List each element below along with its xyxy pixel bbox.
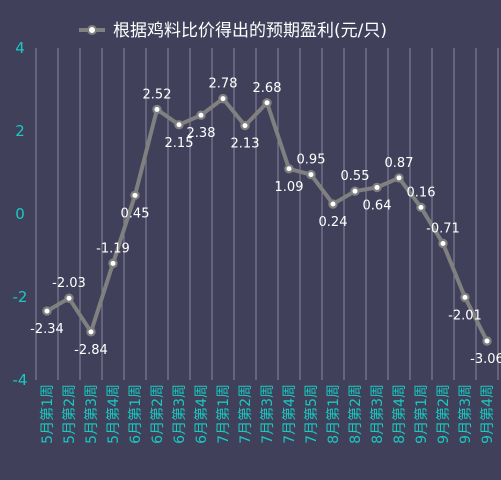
data-point [240, 120, 250, 131]
data-point [438, 238, 448, 249]
data-point [328, 199, 338, 209]
data-label: 0.45 [121, 206, 150, 221]
data-label: -0.71 [426, 221, 460, 236]
x-tick-label: 5月第3周 [83, 384, 100, 444]
data-label: 2.15 [165, 136, 194, 151]
data-point [284, 164, 294, 174]
x-tick-label: 5月第2周 [61, 384, 78, 444]
series-line-layer [45, 96, 489, 342]
data-point [86, 327, 96, 337]
x-tick-label: 6月第1周 [127, 384, 144, 444]
grid [35, 48, 499, 380]
x-tick-label: 9月第3周 [457, 384, 474, 444]
data-point [460, 292, 470, 303]
data-point [350, 186, 360, 196]
legend-marker [87, 25, 97, 35]
data-point [130, 190, 140, 201]
x-tick-label: 5月第1周 [39, 384, 56, 444]
legend: 根据鸡料比价得出的预期盈利(元/只) [79, 21, 387, 41]
data-label: 0.64 [363, 198, 392, 213]
data-labels: -2.34 -2.03 -2.84 -1.19 0.45 2.52 2.152.38 2.78… [30, 77, 501, 367]
data-point [482, 336, 492, 346]
x-axis: 5月第1周 5月第2周 5月第3周 5月第4周 6月第1周 6月第2周 6月第3周 6月第4周… [39, 384, 496, 444]
x-tick-label: 9月第4周 [479, 384, 496, 444]
y-tick-label: -2 [13, 288, 28, 306]
data-label: -1.19 [96, 241, 130, 256]
x-tick-label: 8月第2周 [347, 384, 364, 444]
data-label: 1.09 [275, 180, 304, 195]
x-tick-label: 8月第1周 [325, 384, 342, 444]
data-label: 0.55 [341, 169, 370, 184]
y-tick-label: 2 [15, 122, 25, 140]
data-point [372, 182, 382, 193]
points [42, 93, 492, 346]
data-label: 2.13 [231, 137, 260, 152]
x-tick-label: 7月第3周 [259, 384, 276, 444]
data-label: 2.78 [209, 77, 238, 92]
x-tick-label: 9月第2周 [435, 384, 452, 444]
series-line [45, 96, 489, 342]
data-point [394, 173, 404, 183]
x-tick-label: 6月第2周 [149, 384, 166, 444]
data-label: 0.16 [407, 185, 436, 200]
y-tick-label: -4 [13, 371, 28, 389]
data-point [196, 110, 206, 120]
data-label: 2.38 [187, 126, 216, 141]
data-point [262, 98, 272, 108]
x-tick-label: 6月第4周 [193, 384, 210, 444]
data-point [152, 104, 162, 115]
data-label: 0.87 [385, 156, 414, 171]
data-label: 0.95 [297, 153, 326, 168]
x-tick-label: 7月第1周 [215, 384, 232, 444]
data-label: -2.01 [448, 308, 482, 323]
x-tick-label: 7月第2周 [237, 384, 254, 444]
data-label: 2.52 [143, 87, 172, 102]
x-tick-label: 7月第5周 [303, 384, 320, 444]
data-point [42, 306, 52, 316]
legend-label: 根据鸡料比价得出的预期盈利(元/只) [113, 21, 387, 41]
x-tick-label: 6月第3周 [171, 384, 188, 444]
data-label: 2.68 [253, 81, 282, 96]
data-point [64, 293, 74, 303]
x-tick-label: 9月第1周 [413, 384, 430, 444]
data-point [108, 258, 118, 269]
data-point [306, 169, 316, 180]
x-tick-label: 8月第3周 [369, 384, 386, 444]
data-label: 0.24 [319, 215, 348, 230]
data-point [218, 93, 228, 104]
y-axis: 4 2 0 -2 -4 [13, 39, 28, 389]
data-label: -2.03 [52, 276, 86, 291]
data-label: -2.84 [74, 343, 108, 358]
data-label: -3.06 [470, 352, 501, 367]
data-label: -2.34 [30, 322, 64, 337]
x-tick-label: 8月第4周 [391, 384, 408, 444]
y-tick-label: 4 [15, 39, 25, 57]
data-point [416, 202, 426, 213]
data-point [174, 120, 184, 130]
x-tick-label: 5月第4周 [105, 384, 122, 444]
x-tick-label: 7月第4周 [281, 384, 298, 444]
y-tick-label: 0 [15, 205, 25, 223]
